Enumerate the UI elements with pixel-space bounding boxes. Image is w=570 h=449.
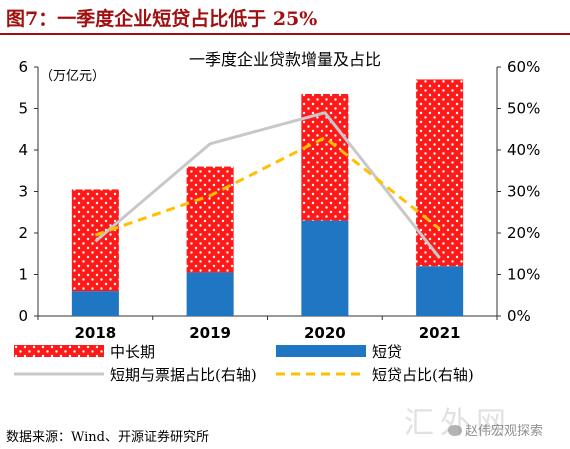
- bar-mid-long-term: [186, 166, 234, 273]
- legend-label: 中长期: [110, 343, 155, 361]
- bars: [71, 79, 464, 316]
- legend-label: 短期与票据占比(右轴): [110, 366, 257, 384]
- right-tick-label: 50%: [507, 100, 540, 118]
- legend-swatch: [276, 345, 366, 357]
- left-tick-label: 6: [18, 58, 28, 76]
- left-tick-label: 5: [18, 100, 28, 118]
- x-tick-label: 2021: [419, 324, 461, 342]
- x-tick-label: 2019: [189, 324, 231, 342]
- watermark-right: 赵伟宏观探索: [448, 420, 543, 439]
- bar-short-term: [416, 266, 464, 316]
- right-tick-label: 30%: [507, 183, 540, 201]
- line-short-loan-share: [94, 136, 441, 237]
- watermark-right-text: 赵伟宏观探索: [465, 424, 544, 439]
- bar-mid-long-term: [416, 79, 464, 267]
- left-tick-label: 0: [18, 307, 28, 325]
- legend-swatch: [14, 345, 104, 357]
- right-tick-label: 10%: [507, 266, 540, 284]
- figure-title: 图7：一季度企业短贷占比低于 25%: [6, 8, 318, 30]
- x-tick-label: 2018: [75, 324, 117, 342]
- left-tick-label: 1: [18, 266, 28, 284]
- x-tick-label: 2020: [304, 324, 346, 342]
- bar-short-term: [71, 291, 119, 316]
- left-tick-label: 2: [18, 224, 28, 242]
- right-tick-label: 40%: [507, 141, 540, 159]
- bar-short-term: [186, 272, 234, 316]
- chart-title: 一季度企业贷款增量及占比: [189, 50, 381, 69]
- left-tick-label: 4: [18, 141, 28, 159]
- lines: [94, 111, 441, 259]
- bar-short-term: [301, 220, 349, 316]
- legend-label: 短贷: [372, 343, 402, 361]
- right-tick-label: 0%: [507, 307, 531, 325]
- title-rule: [0, 33, 570, 35]
- legend-label: 短贷占比(右轴): [372, 366, 474, 384]
- left-tick-label: 3: [18, 183, 28, 201]
- bar-mid-long-term: [301, 93, 349, 221]
- figure-header: 图7：一季度企业短贷占比低于 25%: [0, 0, 570, 35]
- right-tick-label: 20%: [507, 224, 540, 242]
- source-note: 数据来源：Wind、开源证券研究所: [6, 430, 209, 445]
- line-short-bill-share: [94, 111, 441, 259]
- right-tick-label: 60%: [507, 58, 540, 76]
- left-axis-unit-label: （万亿元）: [40, 69, 105, 84]
- wechat-icon: [448, 425, 462, 436]
